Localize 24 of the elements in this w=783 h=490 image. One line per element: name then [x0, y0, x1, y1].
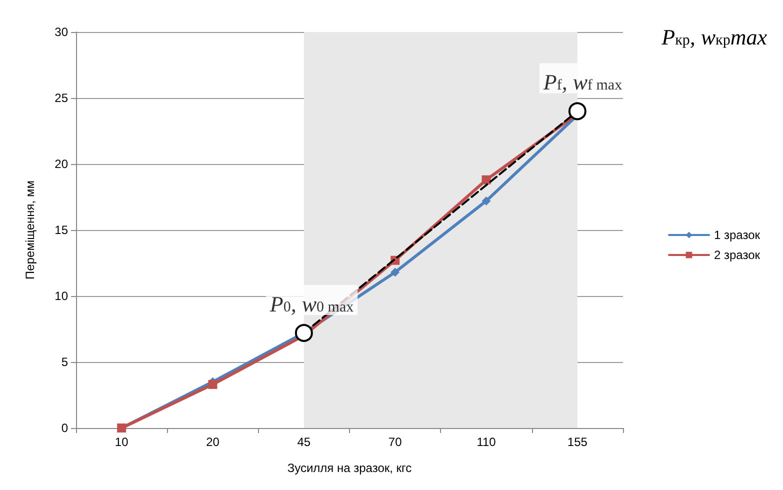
y-tick-label: 10 — [54, 289, 68, 303]
legend-label: 1 зразок — [714, 228, 761, 242]
point — [482, 196, 491, 206]
legend-label: 2 зразок — [714, 248, 761, 262]
text: Pкр, wкрmax — [660, 24, 768, 50]
x-tick-label: 155 — [567, 435, 588, 449]
y-tick-label: 15 — [54, 223, 68, 237]
annotation: Pf, wf max — [542, 70, 623, 95]
y-tick-label: 0 — [61, 421, 68, 435]
y-tick-label: 25 — [54, 91, 68, 105]
point — [482, 175, 491, 184]
x-axis-title: Зусилля на зразок, кгс — [287, 461, 412, 475]
y-tick-label: 30 — [54, 25, 68, 39]
x-tick-label: 110 — [476, 435, 496, 449]
point — [390, 268, 400, 277]
annotation: P0, w0 max — [268, 291, 354, 316]
point — [208, 380, 218, 389]
y-tick-label: 20 — [54, 157, 68, 171]
y-axis-title: Переміщення, мм — [23, 180, 37, 280]
x-tick-label: 70 — [388, 435, 402, 449]
y-tick-label: 5 — [61, 355, 68, 369]
x-tick-label: 45 — [297, 435, 311, 449]
x-tick-label: 20 — [206, 435, 220, 449]
x-tick-label: 10 — [114, 435, 129, 449]
